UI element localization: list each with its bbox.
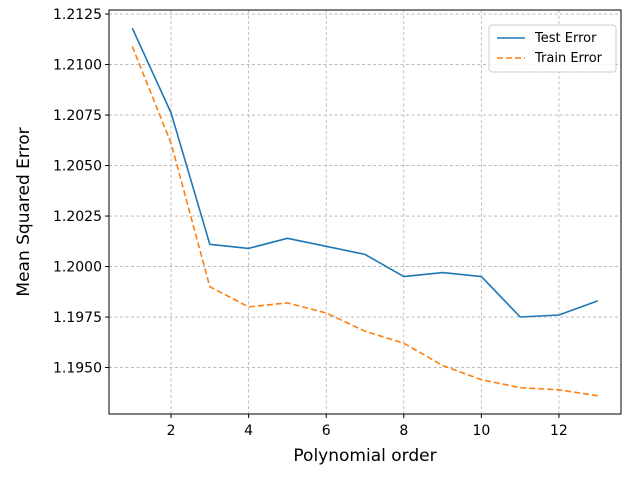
x-tick-label: 6 (322, 423, 331, 439)
y-tick-label: 1.2125 (53, 7, 102, 23)
x-axis-label: Polynomial order (293, 446, 436, 466)
x-tick-label: 2 (167, 423, 176, 439)
x-tick-label: 8 (399, 423, 408, 439)
series-line-train-error (132, 46, 597, 395)
y-axis-label: Mean Squared Error (14, 127, 34, 296)
legend: Test Error Train Error (489, 25, 616, 72)
legend-label-test-error: Test Error (534, 31, 597, 46)
y-tick-label: 1.2025 (53, 209, 102, 225)
y-tick-label: 1.2075 (53, 108, 102, 124)
y-tick-label: 1.2000 (53, 260, 102, 276)
y-tick-label: 1.1975 (53, 310, 102, 326)
y-tick-label: 1.2050 (53, 159, 102, 175)
x-tick-label: 12 (550, 423, 568, 439)
y-tick-label: 1.1950 (53, 361, 102, 377)
x-tick-label: 4 (244, 423, 253, 439)
x-tick-label: 10 (472, 423, 490, 439)
series-lines (132, 28, 597, 396)
legend-label-train-error: Train Error (534, 51, 603, 66)
y-tick-label: 1.2100 (53, 58, 102, 74)
